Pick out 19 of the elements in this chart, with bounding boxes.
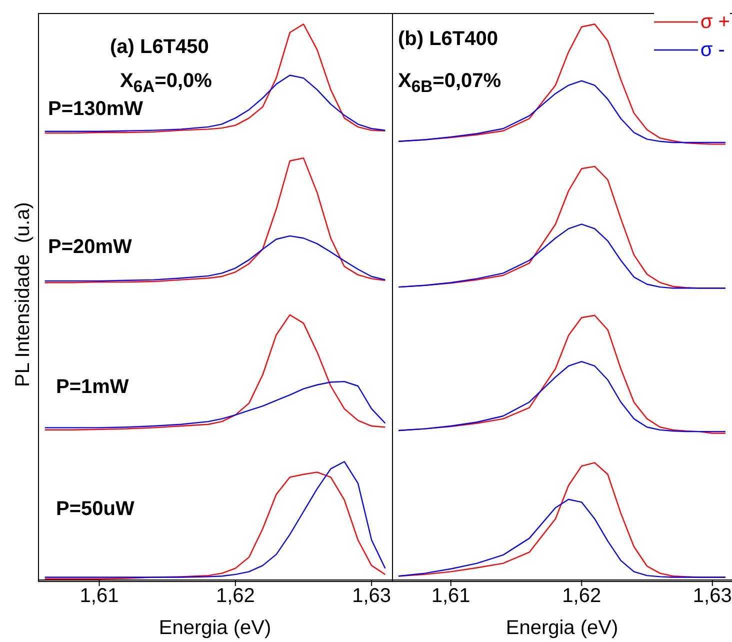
- x-tick-label: 1,62: [562, 585, 602, 608]
- annotation: X$_{6B}$=0,07%: [398, 70, 502, 97]
- annotation: X$_{6A}$=0,0%: [120, 70, 212, 97]
- annotation: P=130mW: [48, 98, 144, 121]
- x-axis-title: Energia (eV): [506, 617, 618, 639]
- x-tick-label: 1,61: [80, 585, 119, 608]
- annotation: P=1mW: [56, 376, 129, 399]
- annotation: P=20mW: [48, 236, 132, 259]
- y-axis-title: PL Intensidade (u.a): [12, 202, 34, 386]
- x-tick-label: 1,61: [431, 585, 470, 608]
- x-tick-label: 1,62: [216, 585, 255, 608]
- legend-label: σ -: [700, 38, 725, 62]
- annotation: P=50uW: [56, 498, 134, 521]
- text: (a) L6T450: [110, 36, 209, 59]
- x-tick-label: 1,63: [352, 585, 392, 608]
- x-axis-title: Energia (eV): [158, 617, 272, 639]
- legend-label: σ +: [700, 10, 730, 34]
- x-tick-label: 1,63: [692, 585, 732, 608]
- chart-title: (b) L6T400: [398, 28, 498, 51]
